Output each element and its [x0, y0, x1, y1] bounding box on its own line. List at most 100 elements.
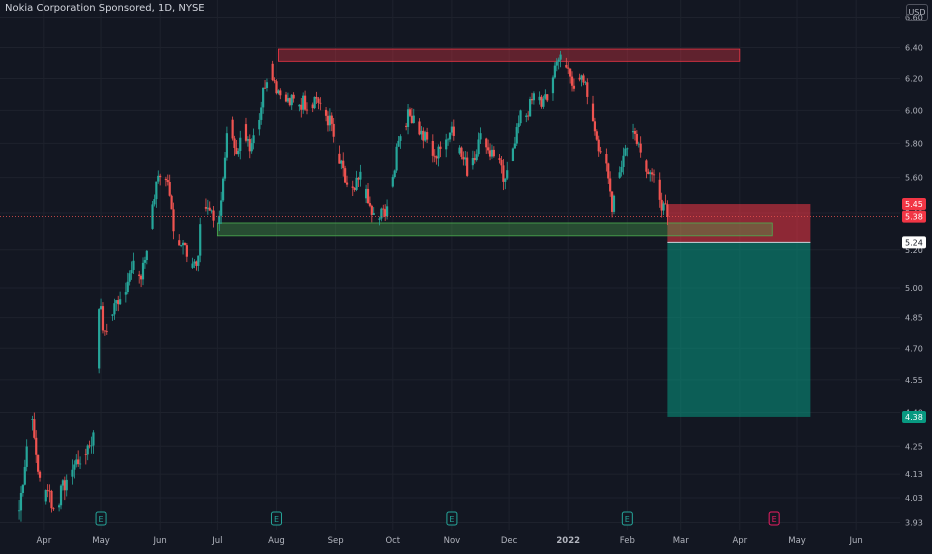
time-tick-label: Apr [732, 536, 747, 546]
candle-body [286, 98, 290, 102]
candle-body [633, 131, 637, 134]
candle-body [445, 139, 448, 150]
candle-body [569, 68, 572, 77]
candle-body [275, 81, 278, 94]
candle-body [313, 96, 316, 109]
candle-body [479, 133, 482, 140]
currency-badge[interactable]: USD [906, 4, 928, 21]
price-tick-label: 6.00 [905, 106, 923, 115]
candle-body [607, 163, 610, 179]
drawing-zones[interactable] [216, 48, 811, 417]
candle-body [517, 123, 520, 128]
candle-body [305, 109, 309, 111]
candle-body [340, 160, 343, 164]
candle-body [460, 147, 463, 157]
price-tick-label: 3.93 [905, 519, 923, 528]
candle-body [88, 445, 91, 447]
candle-body [502, 165, 505, 182]
candle-body [597, 139, 600, 152]
time-tick-label: Feb [620, 536, 635, 546]
price-tick-label: 4.03 [905, 494, 923, 503]
candle-body [220, 200, 223, 216]
price-label-text: 5.45 [905, 200, 923, 209]
candle-body [145, 250, 148, 261]
candle-body [420, 130, 423, 135]
candle-body [17, 510, 21, 512]
earnings-marker-icon [621, 511, 633, 526]
candle-body [578, 77, 581, 80]
candle-body [620, 166, 623, 173]
candle-body [52, 508, 55, 510]
time-axis[interactable]: Apr May Jun Jul Aug Sep Oct Nov Dec 2022 Feb Mar Apr… [36, 536, 862, 546]
candle-body [342, 160, 345, 169]
candle-body [111, 314, 114, 316]
candle-body [506, 170, 509, 179]
candle-body [660, 199, 663, 211]
candle-body [302, 95, 305, 110]
candle-body [277, 90, 280, 94]
candle-body [647, 171, 650, 175]
candle-body [591, 103, 595, 122]
candle-body [271, 63, 274, 81]
candle-body [525, 115, 528, 118]
candle-body [221, 178, 225, 201]
candle-body [412, 115, 415, 124]
earnings-marker-label: E [274, 515, 279, 524]
candle-body [538, 96, 541, 101]
candle-body [605, 153, 608, 164]
candle-body [98, 309, 101, 369]
candle-body [435, 156, 438, 159]
candle-body [84, 454, 87, 455]
candle-body [645, 160, 648, 172]
candle-body [290, 94, 293, 106]
candle-body [113, 303, 116, 315]
candle-body [212, 210, 215, 221]
candle-body [178, 240, 181, 246]
earnings-marker-icon [270, 511, 282, 526]
candle-body [408, 109, 412, 116]
candle-body [546, 94, 549, 101]
candle-body [584, 82, 587, 84]
candle-body [448, 132, 452, 140]
candle-body [260, 107, 263, 120]
candle-body [422, 130, 425, 141]
candle-body [328, 115, 331, 126]
candle-body [351, 186, 354, 188]
candle-body [426, 132, 429, 140]
candle-body [58, 505, 61, 508]
candle-body [170, 195, 173, 210]
candle-body [141, 262, 145, 280]
candle-body [23, 466, 26, 485]
candle-body [433, 155, 436, 157]
candle-body [385, 206, 389, 217]
candle-body [86, 445, 89, 455]
candle-body [143, 260, 147, 263]
candle-body [315, 96, 318, 99]
price-label-text: 5.24 [905, 238, 923, 247]
candle-body [393, 170, 396, 178]
candle-body [210, 210, 213, 212]
candle-body [485, 138, 488, 148]
earnings-marker-label: E [99, 515, 104, 524]
candle-body [208, 207, 211, 211]
candle-body [19, 492, 23, 511]
candle-body [21, 484, 24, 493]
candle-body [624, 148, 627, 156]
candle-body [159, 175, 162, 178]
candle-body [559, 54, 562, 60]
candle-body [119, 299, 122, 305]
candle-body [458, 147, 461, 154]
candle-body [31, 419, 34, 420]
candle-body [498, 158, 501, 160]
candle-body [382, 208, 385, 210]
time-tick-label: Jul [211, 536, 222, 546]
candle-body [206, 207, 209, 209]
candle-body [126, 281, 129, 293]
candle-body [542, 98, 545, 107]
candle-body [33, 419, 36, 438]
time-tick-label: Aug [268, 536, 285, 546]
candle-body [391, 177, 394, 187]
